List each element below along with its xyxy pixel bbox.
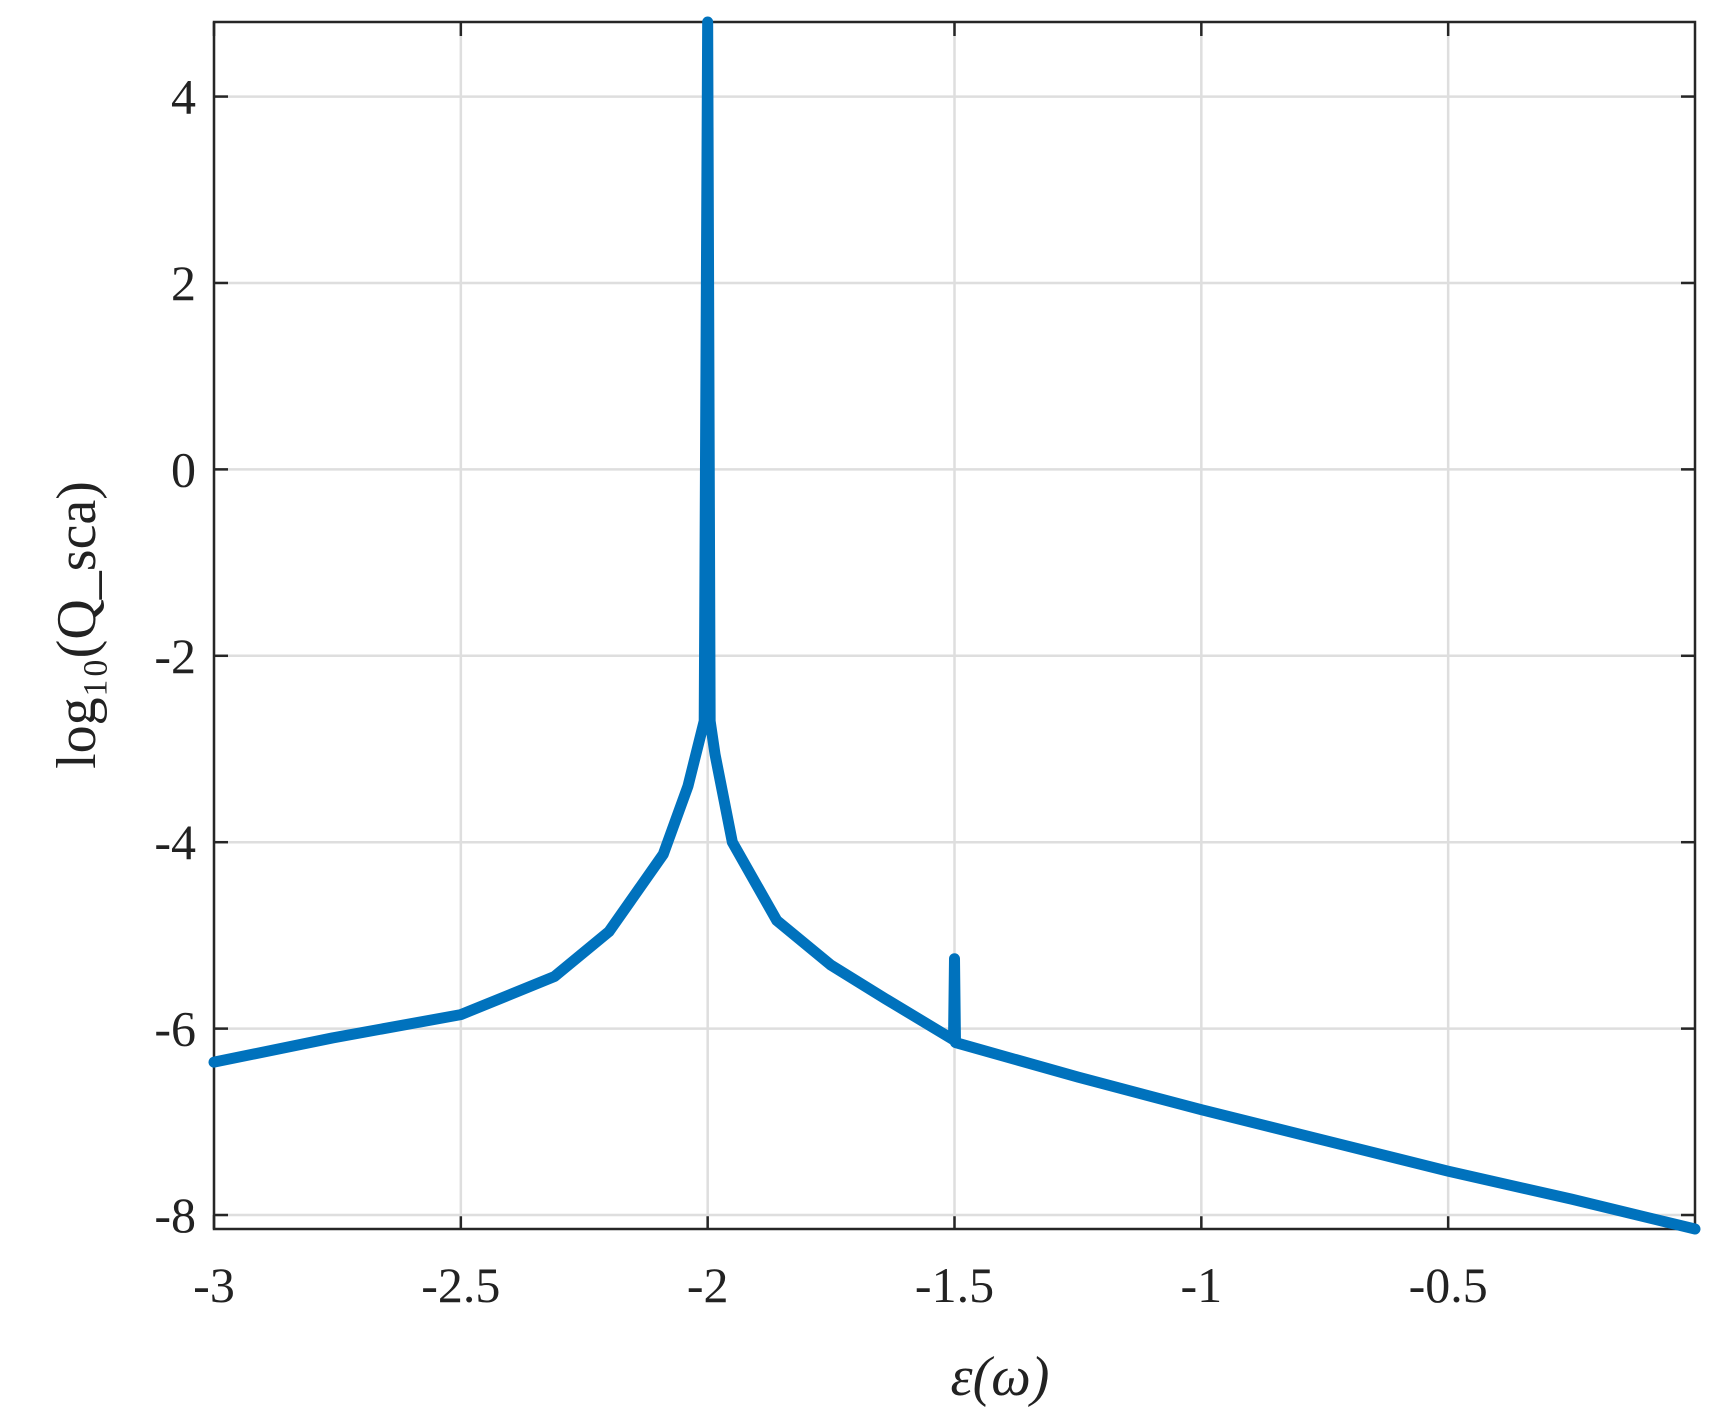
y-tick-label: -6	[154, 1001, 196, 1057]
x-tick-label: -3	[193, 1257, 235, 1313]
data-line	[208, 16, 1701, 1235]
x-tick-label: -1	[1181, 1257, 1223, 1313]
x-tick-label: -0.5	[1409, 1257, 1488, 1313]
y-tick-label: 4	[171, 69, 196, 125]
x-tick-label: -2.5	[421, 1257, 500, 1313]
y-tick-label: -2	[154, 628, 196, 684]
x-tick-label: -2	[687, 1257, 729, 1313]
y-tick-label: -8	[154, 1187, 196, 1243]
y-tick-label: 0	[171, 441, 196, 497]
plot-frame	[212, 20, 1697, 1231]
x-axis-label: ε(ω)	[951, 1346, 1050, 1408]
x-tick-label: -1.5	[915, 1257, 994, 1313]
y-axis-label: log₁₀(Q_sca)	[46, 481, 108, 769]
y-tick-label: -4	[154, 814, 196, 870]
y-tick-label: 2	[171, 255, 196, 311]
